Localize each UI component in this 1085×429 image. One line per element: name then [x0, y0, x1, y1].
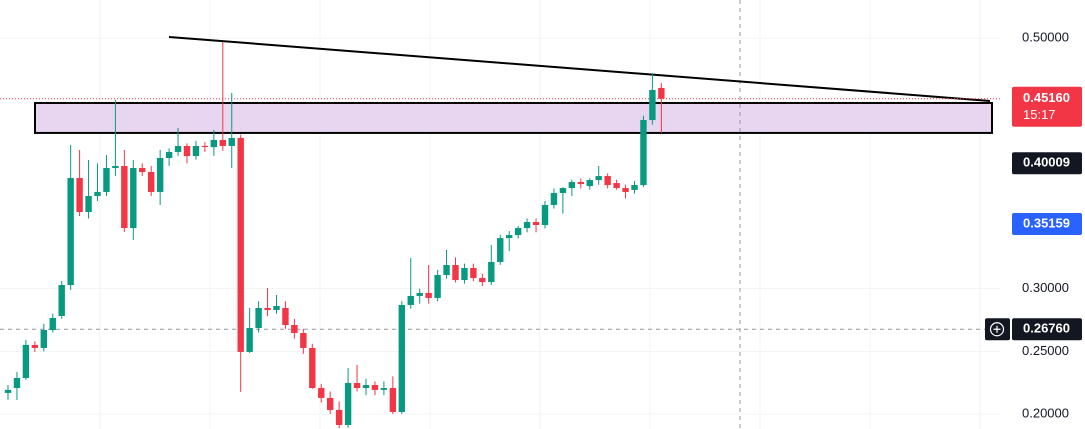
grid [0, 0, 1000, 429]
price-badge [1012, 152, 1082, 175]
candle-body [156, 157, 164, 192]
candle-body [622, 188, 629, 192]
price-badge [1012, 213, 1082, 236]
candle-body [103, 168, 110, 192]
candle-body [434, 275, 441, 298]
price-axis: 0.20000 0.25000 0.30000 0.50000 0.45160 15:17… [985, 30, 1082, 420]
candle-body [237, 137, 244, 352]
candle-body [613, 183, 620, 189]
candle-body [94, 191, 101, 196]
price-badge [1012, 318, 1082, 341]
candle-body [506, 235, 513, 239]
candle-body [398, 304, 405, 412]
candle-body [640, 120, 647, 186]
candle-body [183, 145, 191, 156]
crosshair-icon-plus [993, 325, 1001, 333]
candle-body [255, 307, 262, 329]
zone [34, 101, 993, 134]
candle-body [550, 192, 558, 205]
candle-body [31, 344, 39, 348]
candle-body [201, 145, 209, 148]
candle-body [649, 89, 656, 121]
countdown: 15:17 [1023, 107, 1056, 122]
candle-body [139, 168, 146, 173]
candle-body [353, 383, 361, 389]
candle-body [497, 238, 504, 262]
candle-body [335, 409, 343, 425]
candle-body [568, 182, 576, 189]
overlay [0, 0, 1000, 429]
candle-body [631, 185, 638, 190]
candle-body [488, 261, 495, 283]
candle-body [228, 137, 235, 146]
candle-body [121, 166, 128, 229]
candle-body [407, 295, 414, 305]
price-badge-label: 0.26760 [1023, 321, 1070, 336]
candle-body [559, 188, 567, 193]
candle-body [67, 178, 74, 286]
candle-body [371, 385, 379, 390]
candle-body [40, 330, 47, 348]
y-tick-label: 0.50000 [1022, 30, 1069, 45]
candle-body [327, 397, 334, 410]
y-tick-label: 0.30000 [1022, 280, 1069, 295]
candle-body [76, 178, 83, 212]
candle-body [514, 228, 522, 236]
candle-body [443, 264, 450, 276]
candle-body [49, 317, 56, 331]
candle-body [425, 292, 432, 298]
candle-body [112, 166, 119, 169]
candle-body [130, 168, 137, 229]
candle-body [309, 347, 316, 389]
candle-body [282, 307, 289, 326]
candle-body [541, 204, 549, 226]
price-badge-label: 0.35159 [1023, 215, 1070, 230]
candle-body [452, 264, 459, 281]
candle-body [13, 378, 21, 389]
candle-body [479, 278, 486, 283]
candle-body [577, 182, 584, 185]
candle-body [291, 325, 298, 334]
candle-body [148, 172, 155, 192]
candle-body [470, 267, 477, 279]
candle-body [264, 307, 271, 310]
candle-body [461, 267, 468, 281]
candle-body [380, 388, 388, 390]
price-badge-label: 0.45160 [1023, 90, 1070, 105]
candles [4, 41, 665, 428]
y-tick-label: 0.20000 [1022, 405, 1069, 420]
candle-body [604, 176, 611, 186]
price-badge [1012, 86, 1082, 127]
candle-body [192, 145, 200, 156]
candle-body [595, 176, 602, 181]
candle-body [300, 333, 307, 348]
candle-body [210, 139, 218, 148]
candle-body [523, 222, 531, 229]
candle-body [165, 151, 173, 158]
candle-body [532, 222, 540, 226]
y-tick-label: 0.25000 [1022, 343, 1069, 358]
candle-body [219, 139, 226, 146]
candle-body [174, 145, 182, 152]
candle-body [389, 388, 397, 412]
trendline [168, 35, 991, 102]
candle-body [22, 344, 30, 379]
candle-body [85, 195, 92, 212]
price-badge-label: 0.40009 [1023, 155, 1070, 170]
candle-body [246, 328, 253, 352]
candle-body [4, 389, 12, 393]
crosshair-icon [989, 322, 1005, 337]
candle-body [416, 292, 423, 296]
candle-body [318, 388, 325, 398]
candle-body [273, 305, 280, 310]
candle-body [58, 285, 65, 316]
candle-body [362, 385, 370, 389]
candle-body [586, 180, 593, 187]
candle-body [344, 383, 352, 425]
candle-body [658, 87, 665, 99]
